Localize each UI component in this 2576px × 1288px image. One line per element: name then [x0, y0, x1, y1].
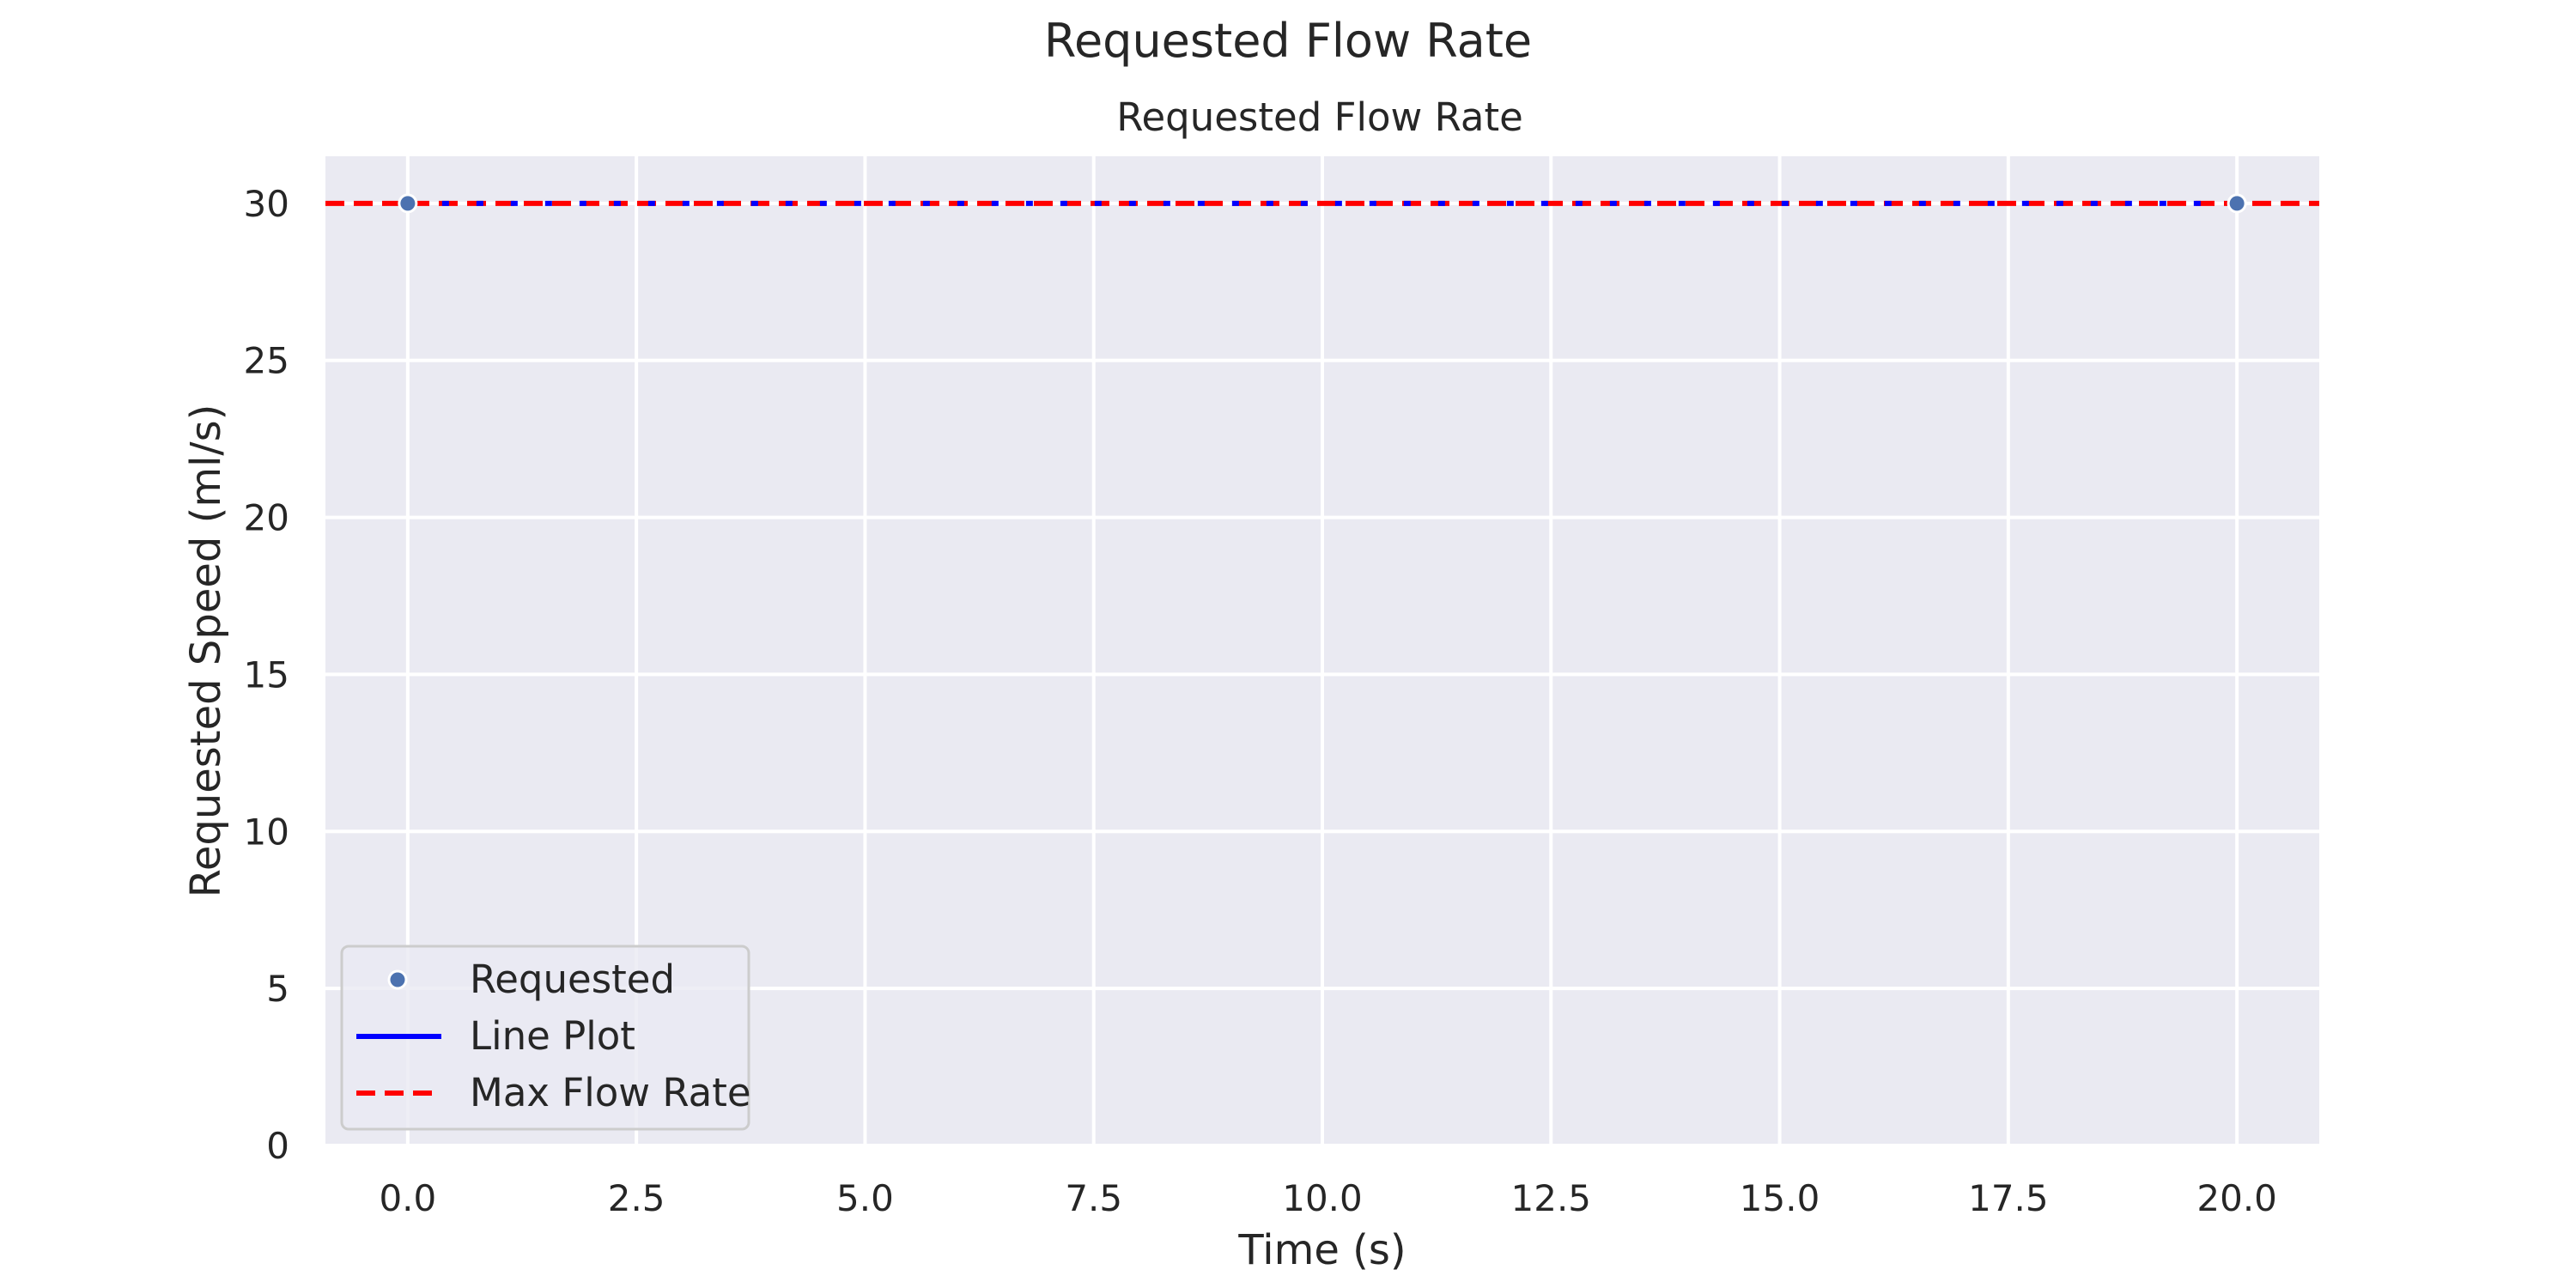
x-axis-ticks: 0.0 2.5 5.0 7.5 10.0 12.5 15.0 17.5 20.0 — [379, 1177, 2276, 1219]
legend-label: Requested — [470, 957, 675, 1002]
x-axis-label: Time (s) — [1237, 1226, 1406, 1274]
y-tick-label: 15 — [244, 653, 289, 696]
x-tick-label: 20.0 — [2196, 1177, 2277, 1219]
legend-label: Max Flow Rate — [470, 1070, 751, 1115]
x-tick-label: 10.0 — [1282, 1177, 1363, 1219]
legend-label: Line Plot — [470, 1013, 635, 1059]
axes-title: Requested Flow Rate — [1116, 94, 1523, 140]
legend-frame — [340, 945, 750, 1131]
y-tick-label: 5 — [266, 968, 289, 1010]
data-layer — [325, 193, 2319, 214]
x-tick-label: 2.5 — [608, 1177, 665, 1219]
legend-requested-marker — [387, 969, 408, 990]
x-tick-label: 12.5 — [1511, 1177, 1592, 1219]
x-tick-label: 5.0 — [836, 1177, 894, 1219]
x-tick-label: 15.0 — [1740, 1177, 1820, 1219]
requested-point — [2227, 193, 2247, 214]
y-axis-label: Requested Speed (ml/s) — [182, 404, 230, 898]
y-axis-ticks: 0 5 10 15 20 25 30 — [244, 183, 289, 1167]
x-tick-label: 7.5 — [1065, 1177, 1122, 1219]
y-tick-label: 30 — [244, 183, 289, 225]
y-tick-label: 0 — [266, 1125, 289, 1167]
y-tick-label: 20 — [244, 497, 289, 539]
requested-point — [398, 193, 418, 214]
legend: Requested Line Plot Max Flow Rate — [340, 945, 751, 1131]
x-tick-label: 17.5 — [1968, 1177, 2049, 1219]
y-tick-label: 25 — [244, 340, 289, 382]
x-tick-label: 0.0 — [379, 1177, 436, 1219]
y-tick-label: 10 — [244, 811, 289, 853]
grid-lines — [325, 156, 2319, 1147]
figure-title: Requested Flow Rate — [1044, 14, 1532, 68]
